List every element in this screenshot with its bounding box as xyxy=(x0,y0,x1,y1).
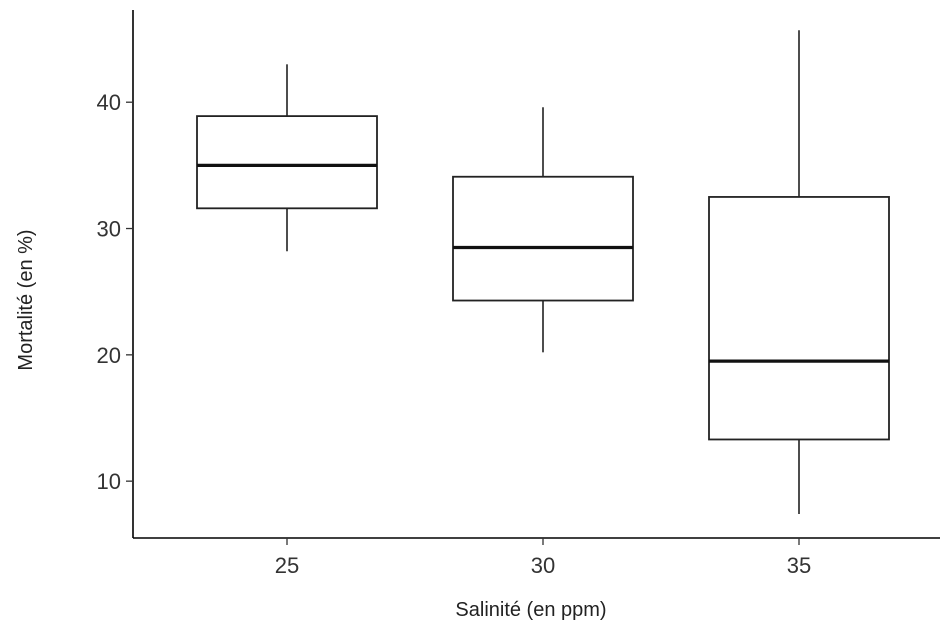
y-tick-label: 40 xyxy=(97,90,121,115)
x-tick-label: 35 xyxy=(787,553,811,578)
box-group-30 xyxy=(452,107,634,353)
y-tick-label: 30 xyxy=(97,217,121,242)
x-tick-label: 30 xyxy=(531,553,555,578)
x-tick-label: 25 xyxy=(275,553,299,578)
y-tick-label: 10 xyxy=(97,469,121,494)
box-group-25 xyxy=(196,64,378,252)
plot-area xyxy=(196,30,890,514)
x-axis-ticks: 25 30 35 xyxy=(275,538,811,578)
iqr-box xyxy=(708,196,890,441)
y-axis-ticks: 10 20 30 40 xyxy=(97,90,133,494)
iqr-box xyxy=(196,115,378,210)
y-tick-label: 20 xyxy=(97,343,121,368)
iqr-box xyxy=(452,175,634,302)
y-axis-title: Mortalité (en %) xyxy=(15,229,37,370)
box-group-35 xyxy=(708,30,890,514)
x-axis-title: Salinité (en ppm) xyxy=(455,599,606,621)
